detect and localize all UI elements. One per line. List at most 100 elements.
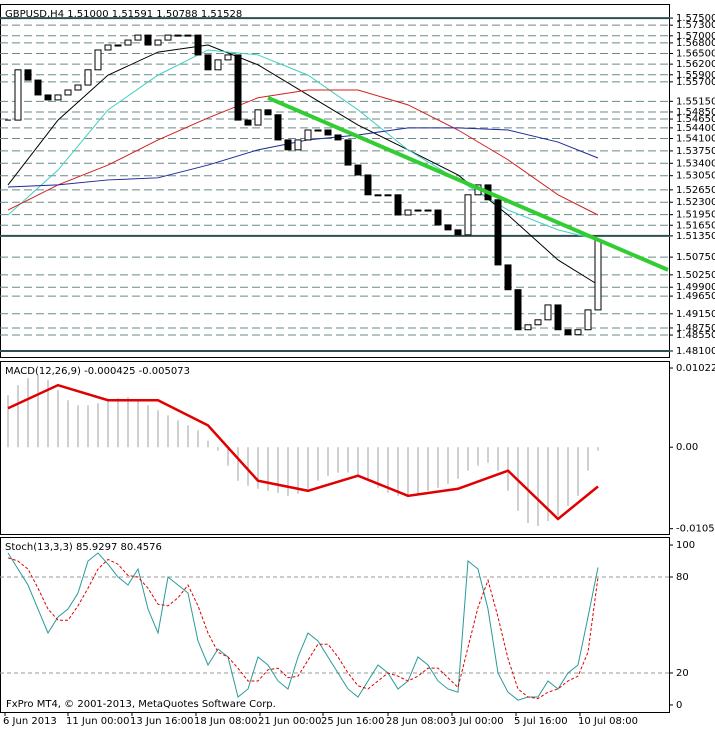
y-tick-label: 1.56500 [676, 49, 715, 60]
y-tick-label: 1.54850 [676, 107, 715, 118]
x-tick-label: 11 Jun 00:00 [66, 716, 130, 727]
y-tick-label: 1.48750 [676, 323, 715, 334]
candle [414, 209, 422, 212]
y-tick-label: 1.48100 [676, 346, 715, 357]
candle [224, 54, 232, 61]
candle [94, 49, 102, 71]
candle [144, 34, 152, 46]
y-tick-label: 1.49900 [676, 282, 715, 293]
y-tick-label: 1.48550 [676, 330, 715, 341]
candle [134, 34, 142, 41]
candle [274, 114, 282, 141]
candle [334, 134, 342, 141]
candle [384, 194, 392, 197]
candle [124, 39, 132, 46]
candle [434, 209, 442, 226]
candle [34, 79, 42, 96]
candle [214, 59, 222, 71]
y-tick-label: 1.53400 [676, 158, 715, 169]
candle [84, 69, 92, 86]
candle [554, 304, 562, 331]
y-tick-label: 1.57500 [676, 13, 715, 24]
candle [424, 209, 432, 212]
y-tick-label: 1.49150 [676, 309, 715, 320]
copyright: FxPro MT4, © 2001-2013, MetaQuotes Softw… [6, 699, 276, 710]
moving-average [7, 49, 599, 241]
candle [204, 54, 212, 71]
candle [264, 109, 272, 116]
candle [454, 229, 462, 236]
macd-signal [7, 383, 599, 521]
candle [234, 54, 242, 121]
candle [344, 139, 352, 166]
candle [254, 109, 262, 126]
y-tick-label: 1.56200 [676, 59, 715, 70]
y-tick-label: 1.55150 [676, 96, 715, 107]
candle [594, 239, 602, 311]
price-pane [0, 4, 670, 358]
stoch-line [7, 557, 599, 700]
candle [464, 194, 472, 236]
candle [564, 329, 572, 336]
candle [574, 329, 582, 336]
candle [24, 69, 32, 81]
candle [374, 194, 382, 197]
y-tick-label: 1.54400 [676, 123, 715, 134]
y-tick-label: 1.52300 [676, 197, 715, 208]
y-tick-label: 1.51950 [676, 210, 715, 221]
y-tick-label: 1.50750 [676, 252, 715, 263]
candle [394, 194, 402, 216]
stoch-pane [0, 537, 670, 713]
candle [404, 209, 412, 216]
candle [164, 34, 172, 41]
x-tick-label: 6 Jun 2013 [3, 716, 57, 727]
y-tick-label: 1.54100 [676, 134, 715, 145]
candle [524, 324, 532, 331]
candle [354, 164, 362, 176]
x-tick-label: 3 Jul 00:00 [450, 716, 504, 727]
candle [74, 84, 82, 91]
candle [154, 39, 162, 46]
candle [44, 94, 52, 101]
x-tick-label: 25 Jun 16:00 [321, 716, 385, 727]
y-tick-label: 0.00 [676, 442, 698, 453]
y-tick-label: 1.51650 [676, 220, 715, 231]
trendline [267, 95, 669, 272]
candle [284, 139, 292, 151]
y-tick-label: 1.57300 [676, 20, 715, 31]
y-tick-label: -0.010512 [676, 524, 715, 535]
candle [304, 129, 312, 141]
candle [494, 199, 502, 266]
candle [544, 304, 552, 321]
y-tick-label: 1.55900 [676, 70, 715, 81]
y-tick-label: 1.56800 [676, 38, 715, 49]
x-tick-label: 13 Jun 16:00 [130, 716, 194, 727]
y-tick-label: 0.010222 [676, 363, 715, 374]
y-tick-label: 0 [676, 700, 682, 711]
candle [244, 119, 252, 126]
candle [364, 174, 372, 196]
y-tick-label: 80 [676, 572, 689, 583]
candle [104, 44, 112, 51]
candle [174, 34, 182, 37]
y-tick-label: 1.50250 [676, 270, 715, 281]
y-tick-label: 20 [676, 668, 689, 679]
pane-title: GBPUSD,H4 1.51000 1.51591 1.50788 1.5152… [5, 9, 242, 20]
x-tick-label: 10 Jul 08:00 [578, 716, 638, 727]
moving-average [7, 89, 599, 216]
y-tick-label: 1.51350 [676, 231, 715, 242]
candle [514, 289, 522, 331]
y-tick-label: 100 [676, 540, 695, 551]
y-tick-label: 1.57000 [676, 31, 715, 42]
candle [64, 89, 72, 96]
candle [184, 34, 192, 37]
stoch-line [7, 552, 599, 701]
candle [294, 139, 302, 151]
candle [534, 319, 542, 326]
candle [324, 129, 332, 136]
y-tick-label: 1.55700 [676, 77, 715, 88]
y-tick-label: 1.52650 [676, 185, 715, 196]
candle [54, 94, 62, 101]
pane-title: MACD(12,26,9) -0.000425 -0.005073 [5, 366, 190, 377]
